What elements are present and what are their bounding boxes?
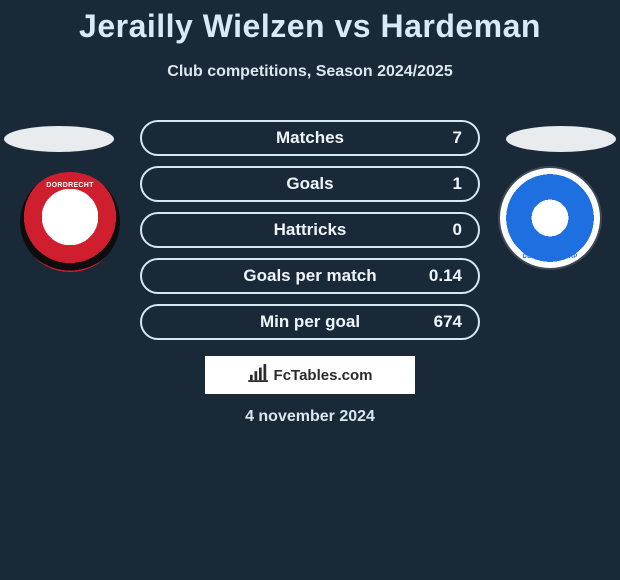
stat-right-value: 0 (453, 220, 462, 240)
left-name-oval (4, 126, 114, 152)
fctables-label: FcTables.com (274, 367, 373, 384)
page-subtitle: Club competitions, Season 2024/2025 (0, 63, 620, 81)
stat-label: Hattricks (274, 220, 347, 240)
stat-row: Matches 7 (140, 120, 480, 156)
page-title: Jerailly Wielzen vs Hardeman (0, 0, 620, 45)
bar-chart-icon (248, 364, 270, 386)
stat-label: Matches (276, 128, 344, 148)
stat-label: Min per goal (260, 312, 360, 332)
stat-right-value: 674 (434, 312, 462, 332)
generated-date: 4 november 2024 (0, 408, 620, 426)
stat-row: Min per goal 674 (140, 304, 480, 340)
stat-right-value: 1 (453, 174, 462, 194)
right-name-oval (506, 126, 616, 152)
stat-label: Goals (286, 174, 333, 194)
stat-row: Hattricks 0 (140, 212, 480, 248)
stat-label: Goals per match (243, 266, 376, 286)
left-club-badge (20, 172, 120, 272)
stats-list: Matches 7 Goals 1 Hattricks 0 Goals per … (140, 120, 480, 350)
right-club-badge (500, 168, 600, 268)
stat-row: Goals 1 (140, 166, 480, 202)
stat-row: Goals per match 0.14 (140, 258, 480, 294)
stat-right-value: 0.14 (429, 266, 462, 286)
comparison-card: Jerailly Wielzen vs Hardeman Club compet… (0, 0, 620, 580)
stat-right-value: 7 (453, 128, 462, 148)
fctables-link[interactable]: FcTables.com (205, 356, 415, 394)
